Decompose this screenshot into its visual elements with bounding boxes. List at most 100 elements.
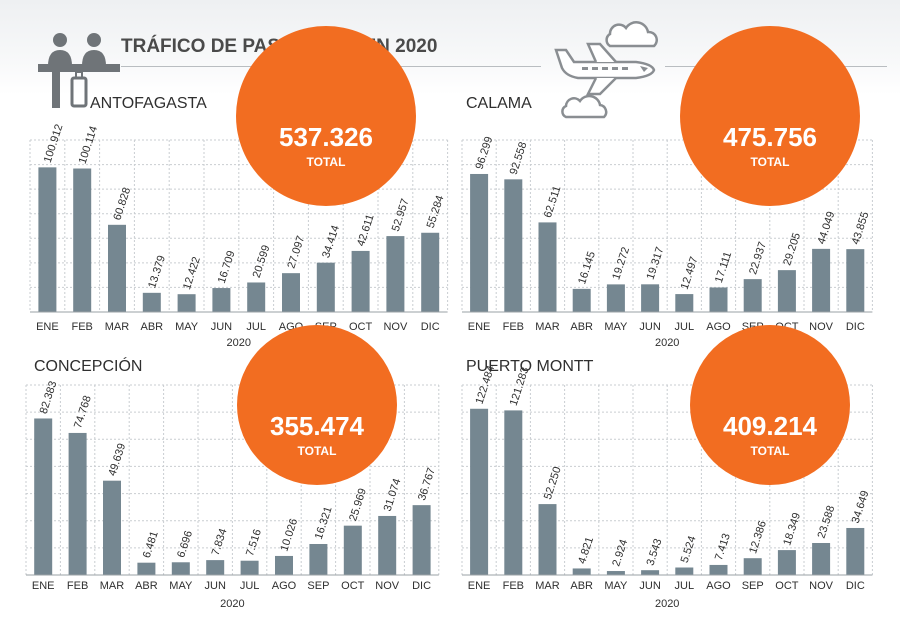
- bar-oct: [343, 525, 362, 575]
- data-label: 13.379: [146, 254, 168, 290]
- x-tick-label: JUN: [639, 580, 660, 592]
- bar-dic: [846, 527, 865, 575]
- total-circle: [237, 325, 397, 485]
- data-label: 7.413: [713, 532, 733, 562]
- bar-dic: [846, 249, 865, 312]
- data-label: 43.855: [850, 210, 872, 246]
- data-label: 60.828: [111, 186, 133, 222]
- data-label: 16.321: [313, 505, 335, 541]
- x-tick-label: DIC: [846, 580, 865, 592]
- data-label: 6.481: [141, 530, 161, 560]
- bar-ago: [709, 287, 728, 312]
- data-label: 31.074: [382, 477, 404, 513]
- data-label: 92.558: [508, 141, 530, 177]
- bar-feb: [504, 410, 523, 575]
- x-tick-label: OCT: [349, 321, 373, 333]
- bar-ago: [282, 273, 300, 312]
- total-circle: [690, 325, 850, 485]
- x-tick-label: JUN: [205, 580, 226, 592]
- data-label: 18.349: [781, 511, 803, 547]
- data-label: 34.649: [850, 489, 872, 525]
- x-tick-label: FEB: [503, 321, 524, 333]
- bar-may: [171, 562, 190, 575]
- x-axis-label: 2020: [220, 598, 244, 610]
- bar-ene: [470, 173, 489, 312]
- x-tick-label: DIC: [412, 580, 431, 592]
- bar-dic: [412, 505, 431, 575]
- x-tick-label: OCT: [775, 580, 799, 592]
- x-tick-label: JUN: [211, 321, 232, 333]
- data-label: 2.924: [610, 538, 630, 568]
- bar-abr: [137, 562, 156, 575]
- data-label: 10.026: [278, 517, 300, 553]
- data-label: 29.205: [781, 231, 803, 267]
- bar-nov: [812, 248, 831, 312]
- x-tick-label: ABR: [140, 321, 163, 333]
- data-label: 7.834: [210, 527, 230, 557]
- bar-abr: [142, 292, 161, 312]
- x-tick-label: FEB: [503, 580, 524, 592]
- x-tick-label: ABR: [570, 321, 593, 333]
- x-tick-label: SEP: [307, 580, 329, 592]
- x-tick-label: MAY: [169, 580, 193, 592]
- bar-dic: [421, 232, 440, 312]
- x-tick-label: JUL: [246, 321, 266, 333]
- total-circle: [680, 26, 860, 206]
- x-tick-label: ENE: [36, 321, 59, 333]
- x-tick-label: OCT: [341, 580, 365, 592]
- chart-grid: [29, 139, 449, 312]
- bar-ene: [34, 418, 53, 575]
- x-tick-label: JUL: [675, 580, 695, 592]
- data-label: 82.383: [38, 380, 60, 416]
- data-label: 25.969: [347, 487, 369, 523]
- total-value: 537.326: [279, 122, 373, 152]
- bar-may: [606, 571, 625, 575]
- data-label: 55.284: [425, 194, 447, 230]
- data-label: 4.821: [576, 535, 596, 565]
- bar-mar: [538, 222, 557, 312]
- data-label: 34.414: [320, 224, 342, 260]
- x-axis-label: 2020: [655, 337, 679, 349]
- bar-sep: [316, 262, 335, 312]
- bar-jun: [212, 288, 231, 312]
- data-label: 27.097: [285, 234, 307, 270]
- bar-oct: [777, 550, 796, 575]
- data-label: 12.386: [747, 519, 769, 555]
- data-label: 6.696: [175, 529, 195, 559]
- x-tick-label: NOV: [809, 321, 834, 333]
- x-axis-label: 2020: [227, 337, 251, 349]
- bar-ene: [470, 408, 489, 575]
- bar-jul: [240, 560, 259, 575]
- bar-jul: [675, 294, 694, 312]
- x-tick-label: ENE: [468, 321, 491, 333]
- data-label: 20.599: [251, 244, 273, 280]
- x-tick-label: FEB: [71, 321, 92, 333]
- bar-sep: [743, 558, 762, 575]
- bar-sep: [743, 279, 762, 312]
- bar-abr: [572, 568, 591, 575]
- x-tick-label: ENE: [32, 580, 55, 592]
- data-label: 100.114: [77, 125, 100, 166]
- x-tick-label: AGO: [706, 580, 731, 592]
- data-label: 5.524: [679, 535, 699, 565]
- data-label: 16.145: [576, 250, 598, 286]
- x-tick-label: JUN: [639, 321, 660, 333]
- data-label: 52.957: [390, 197, 412, 233]
- data-label: 100.912: [42, 123, 66, 165]
- bar-feb: [73, 168, 92, 312]
- x-tick-label: NOV: [383, 321, 408, 333]
- bar-jun: [641, 570, 660, 575]
- bar-jul: [675, 567, 694, 575]
- data-label: 23.588: [816, 504, 838, 540]
- bar-sep: [309, 543, 328, 575]
- chart-grid: [461, 139, 873, 312]
- chart-title: CONCEPCIÓN: [34, 356, 142, 375]
- data-label: 17.111: [713, 250, 734, 284]
- data-label: 96.299: [474, 135, 496, 171]
- chart-title: PUERTO MONTT: [466, 358, 594, 375]
- data-label: 7.516: [244, 528, 264, 558]
- data-label: 22.937: [747, 240, 769, 276]
- data-label: 12.497: [679, 255, 701, 291]
- bar-nov: [386, 236, 405, 312]
